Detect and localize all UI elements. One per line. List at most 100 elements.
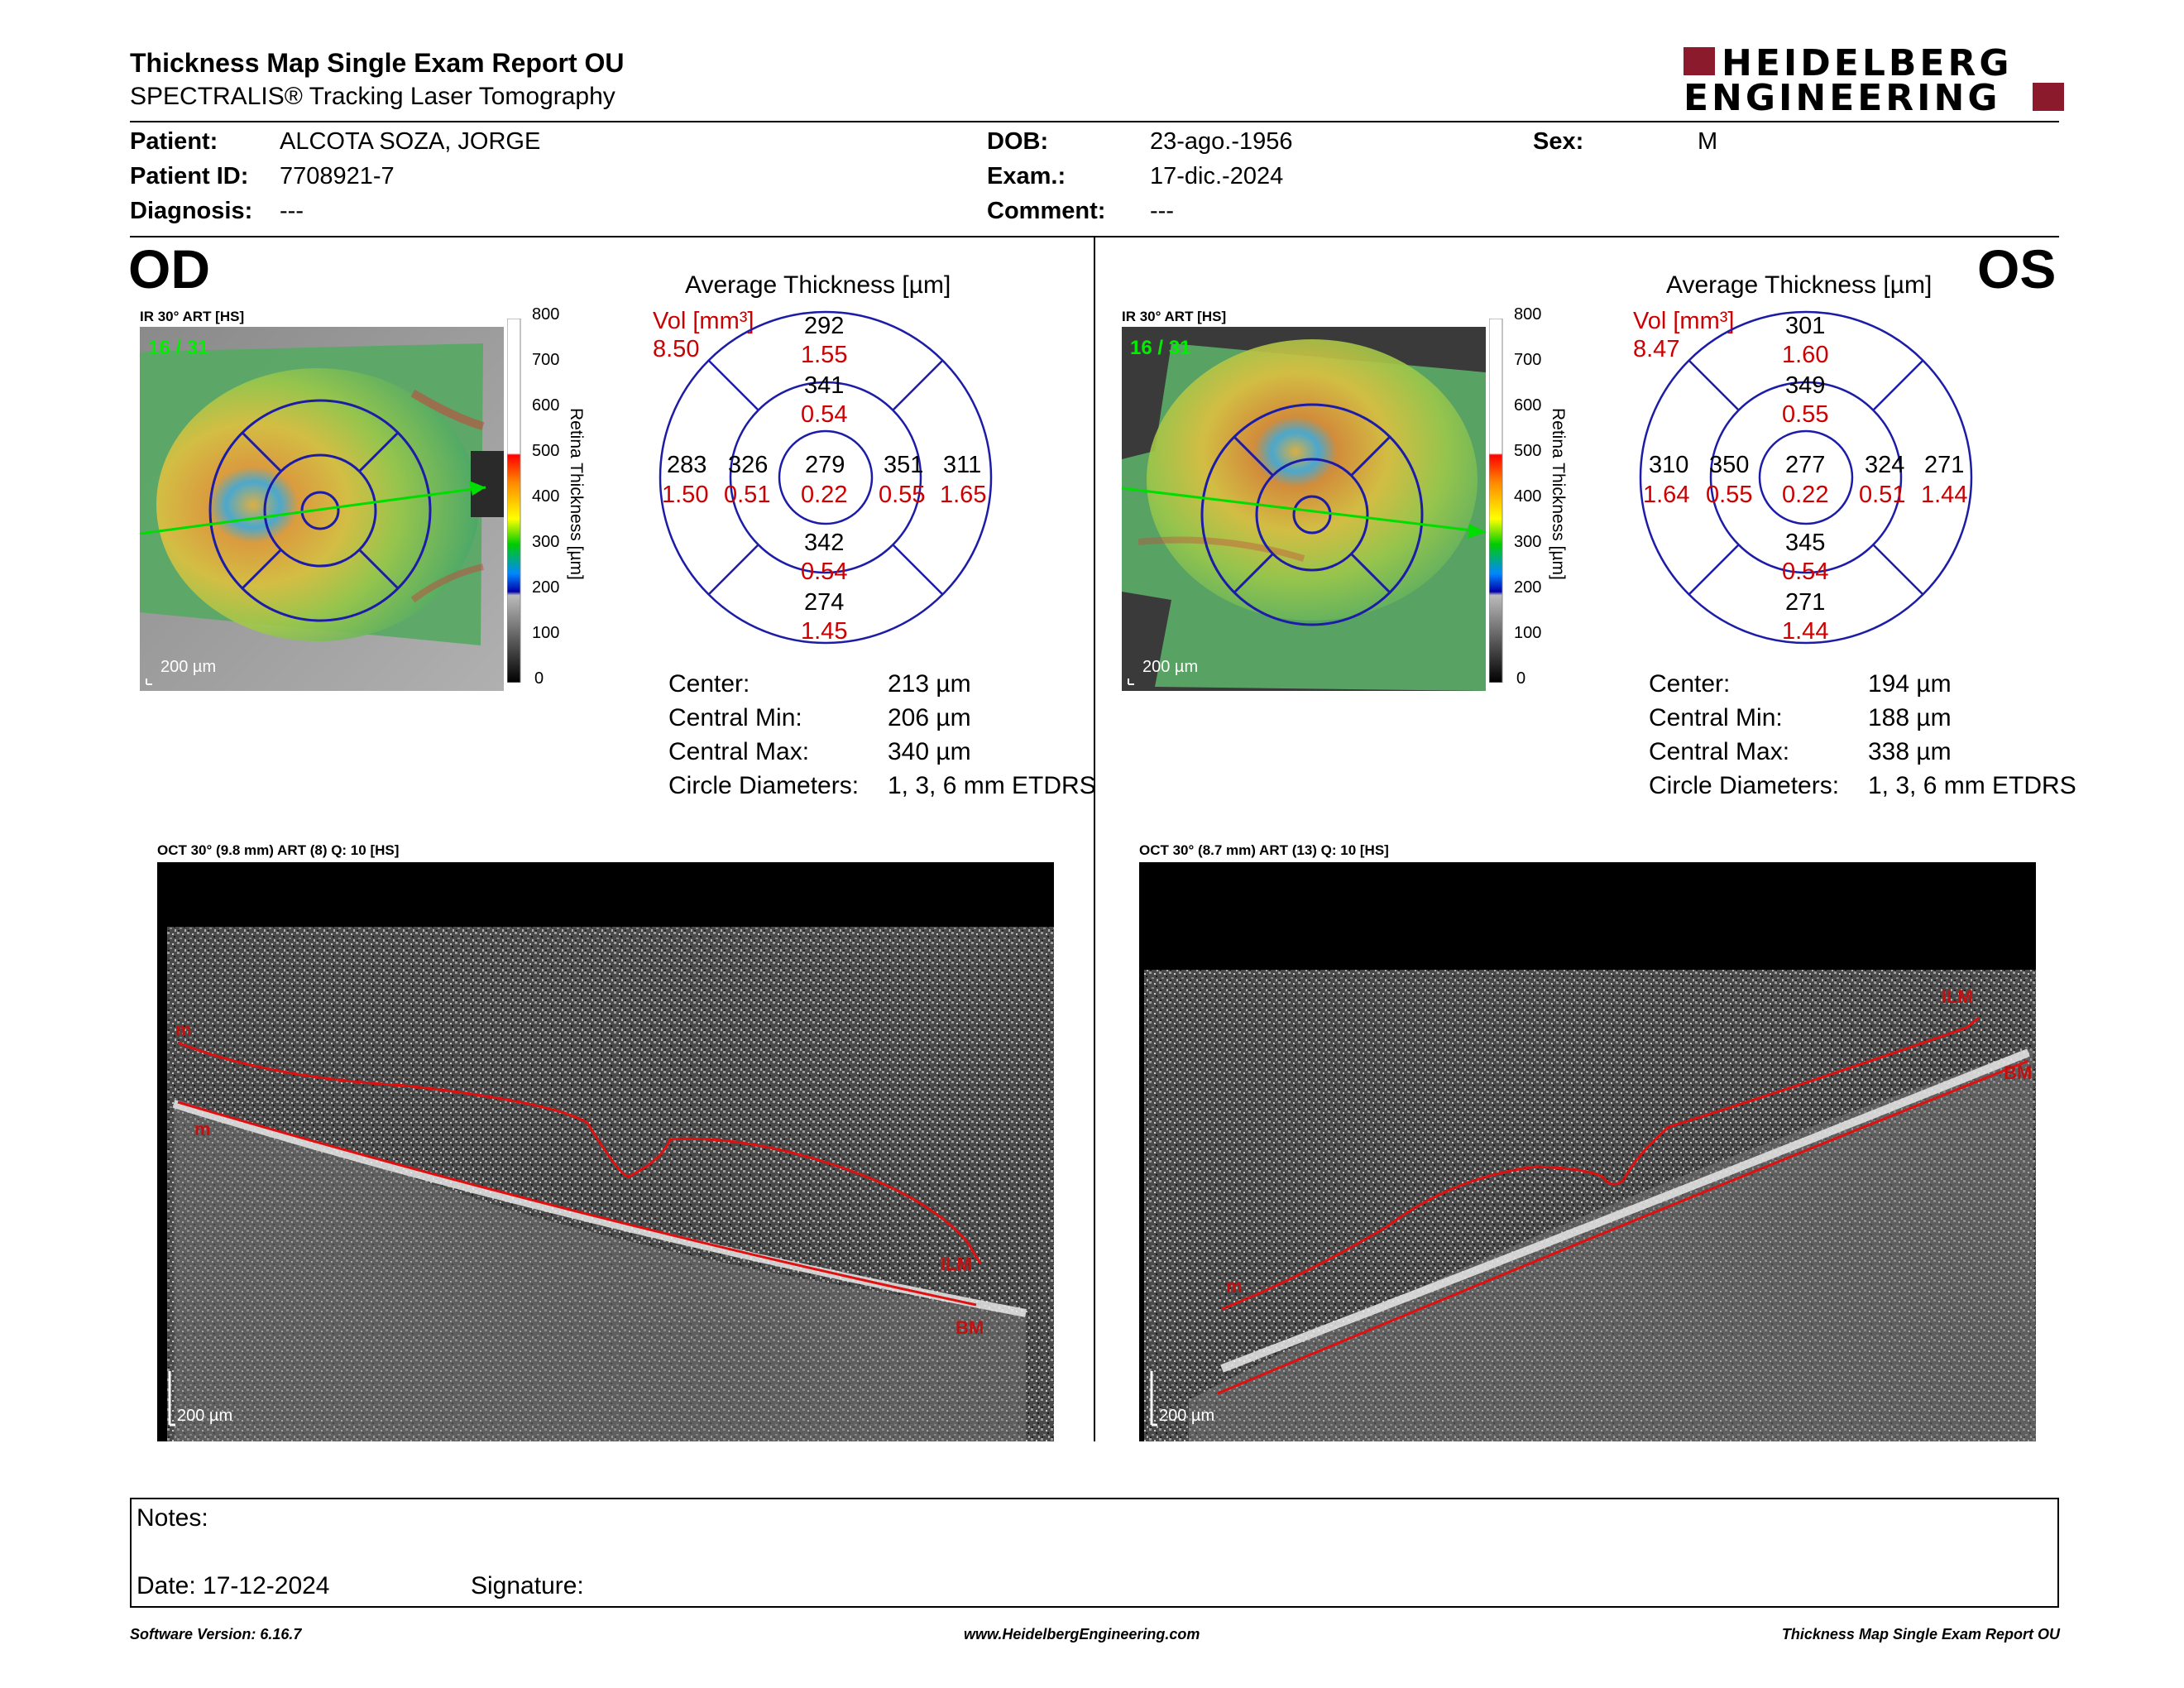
od-tick: 100 xyxy=(532,624,560,642)
od-central-max-label: Central Max: xyxy=(668,738,810,765)
od-outer-superior-thickness: 292 xyxy=(804,313,845,339)
os-vol-label: Vol [mm³] xyxy=(1633,308,1735,334)
notes-label: Notes: xyxy=(136,1504,208,1532)
report-subtitle: SPECTRALIS® Tracking Laser Tomography xyxy=(130,83,615,110)
od-ir-scale: 200 µm xyxy=(160,658,216,676)
od-oct-bscan: m m ILM BM 200 µm xyxy=(157,862,1054,1441)
od-center-label: Center: xyxy=(668,670,750,698)
od-tick: 300 xyxy=(532,533,560,551)
os-tick: 500 xyxy=(1514,442,1542,460)
od-tick: 0 xyxy=(534,669,544,688)
os-ilm-label: ILM xyxy=(1942,986,1973,1007)
os-tick: 600 xyxy=(1514,396,1542,415)
od-vol-label: Vol [mm³] xyxy=(653,308,754,334)
od-tick: 600 xyxy=(532,396,560,415)
os-tick: 0 xyxy=(1516,669,1526,688)
od-center-thickness: 279 xyxy=(805,452,845,478)
od-outer-nasal-thickness: 311 xyxy=(943,452,982,478)
dob-label: DOB: xyxy=(987,128,1049,155)
od-tick: 200 xyxy=(532,578,560,597)
patient-name: ALCOTA SOZA, JORGE xyxy=(280,128,541,155)
sex-label: Sex: xyxy=(1533,128,1584,155)
os-circle-diameters-value: 1, 3, 6 mm ETDRS xyxy=(1868,772,2076,799)
os-inner-inferior-volume: 0.54 xyxy=(1782,559,1829,585)
od-tick: 500 xyxy=(532,442,560,460)
os-outer-superior-thickness: 301 xyxy=(1785,313,1826,339)
os-inner-nasal-thickness: 324 xyxy=(1865,452,1905,478)
od-inner-temporal-volume: 0.51 xyxy=(724,482,771,508)
od-tick: 400 xyxy=(532,487,560,506)
os-tick: 800 xyxy=(1514,305,1542,324)
od-outer-inferior-thickness: 274 xyxy=(804,589,845,616)
od-inner-superior-volume: 0.54 xyxy=(801,401,848,428)
diagnosis-value: --- xyxy=(280,198,304,224)
os-center-value: 194 µm xyxy=(1868,670,1952,698)
od-ir-thickness-map: 16 / 31 200 µm xyxy=(139,327,504,691)
os-outer-nasal-thickness: 271 xyxy=(1924,452,1965,478)
patient-rule xyxy=(130,236,2059,237)
footer-website[interactable]: www.HeidelbergEngineering.com xyxy=(964,1626,1200,1642)
os-inner-superior-thickness: 349 xyxy=(1785,372,1826,399)
os-bm-label: BM xyxy=(2004,1062,2032,1083)
od-outer-temporal-thickness: 283 xyxy=(667,452,707,478)
od-central-min-label: Central Min: xyxy=(668,704,802,731)
svg-text:m: m xyxy=(194,1119,211,1139)
os-ir-scale: 200 µm xyxy=(1142,658,1198,676)
os-outer-inferior-thickness: 271 xyxy=(1785,589,1826,616)
od-inner-inferior-volume: 0.54 xyxy=(801,559,848,585)
patient-label: Patient: xyxy=(130,128,218,155)
od-frame-counter: 16 / 31 xyxy=(148,337,208,359)
od-outer-nasal-volume: 1.65 xyxy=(940,482,987,508)
svg-text:m: m xyxy=(175,1019,192,1040)
diagnosis-label: Diagnosis: xyxy=(130,198,253,224)
os-center-thickness: 277 xyxy=(1785,452,1826,478)
os-frame-counter: 16 / 31 xyxy=(1130,337,1190,359)
signature-label: Signature: xyxy=(471,1572,584,1599)
os-tick: 400 xyxy=(1514,487,1542,506)
date-label: Date: 17-12-2024 xyxy=(136,1572,330,1599)
comment-value: --- xyxy=(1150,198,1174,224)
od-inner-inferior-thickness: 342 xyxy=(804,530,845,556)
os-outer-temporal-thickness: 310 xyxy=(1649,452,1689,478)
os-colorbar xyxy=(1488,318,1506,683)
od-colorbar-label: Retina Thickness [µm] xyxy=(567,408,586,580)
logo-line-2: ENGINEERING xyxy=(1684,77,2001,119)
logo-square-bottom xyxy=(2033,83,2064,111)
os-eye-label: OS xyxy=(1977,238,2057,300)
os-ir-title: IR 30° ART [HS] xyxy=(1122,309,1227,324)
comment-label: Comment: xyxy=(987,198,1106,224)
od-avg-thickness-title: Average Thickness [µm] xyxy=(685,271,951,299)
od-eye-label: OD xyxy=(128,238,210,300)
exam-value: 17-dic.-2024 xyxy=(1150,163,1284,189)
os-colorbar-label: Retina Thickness [µm] xyxy=(1549,408,1568,580)
os-central-min-label: Central Min: xyxy=(1649,704,1783,731)
os-tick: 300 xyxy=(1514,533,1542,551)
center-divider xyxy=(1094,237,1095,1441)
os-center-label: Center: xyxy=(1649,670,1731,698)
od-inner-nasal-volume: 0.55 xyxy=(879,482,926,508)
os-inner-inferior-thickness: 345 xyxy=(1785,530,1826,556)
os-oct-title: OCT 30° (8.7 mm) ART (13) Q: 10 [HS] xyxy=(1139,842,1389,858)
os-central-max-value: 338 µm xyxy=(1868,738,1952,765)
sex-value: M xyxy=(1698,128,1718,155)
os-outer-superior-volume: 1.60 xyxy=(1782,342,1829,368)
od-center-value: 213 µm xyxy=(888,670,971,698)
footer-report-name: Thickness Map Single Exam Report OU xyxy=(1781,1626,2060,1642)
logo-square-top xyxy=(1684,47,1715,75)
report-title: Thickness Map Single Exam Report OU xyxy=(130,48,625,78)
notes-box[interactable]: Notes: Date: 17-12-2024 Signature: xyxy=(130,1498,2059,1608)
os-oct-bscan: m ILM BM 200 µm xyxy=(1139,862,2036,1441)
patient-id: 7708921-7 xyxy=(280,163,395,189)
od-tick: 800 xyxy=(532,305,560,324)
od-central-min-value: 206 µm xyxy=(888,704,971,731)
od-circle-diameters-label: Circle Diameters: xyxy=(668,772,860,799)
os-tick: 700 xyxy=(1514,351,1542,369)
od-ilm-label: ILM xyxy=(941,1254,972,1274)
od-outer-temporal-volume: 1.50 xyxy=(662,482,709,508)
os-inner-superior-volume: 0.55 xyxy=(1782,401,1829,428)
header-rule xyxy=(130,121,2059,122)
od-outer-inferior-volume: 1.45 xyxy=(801,618,848,645)
od-outer-superior-volume: 1.55 xyxy=(801,342,848,368)
od-ir-title: IR 30° ART [HS] xyxy=(140,309,245,324)
os-central-max-label: Central Max: xyxy=(1649,738,1790,765)
